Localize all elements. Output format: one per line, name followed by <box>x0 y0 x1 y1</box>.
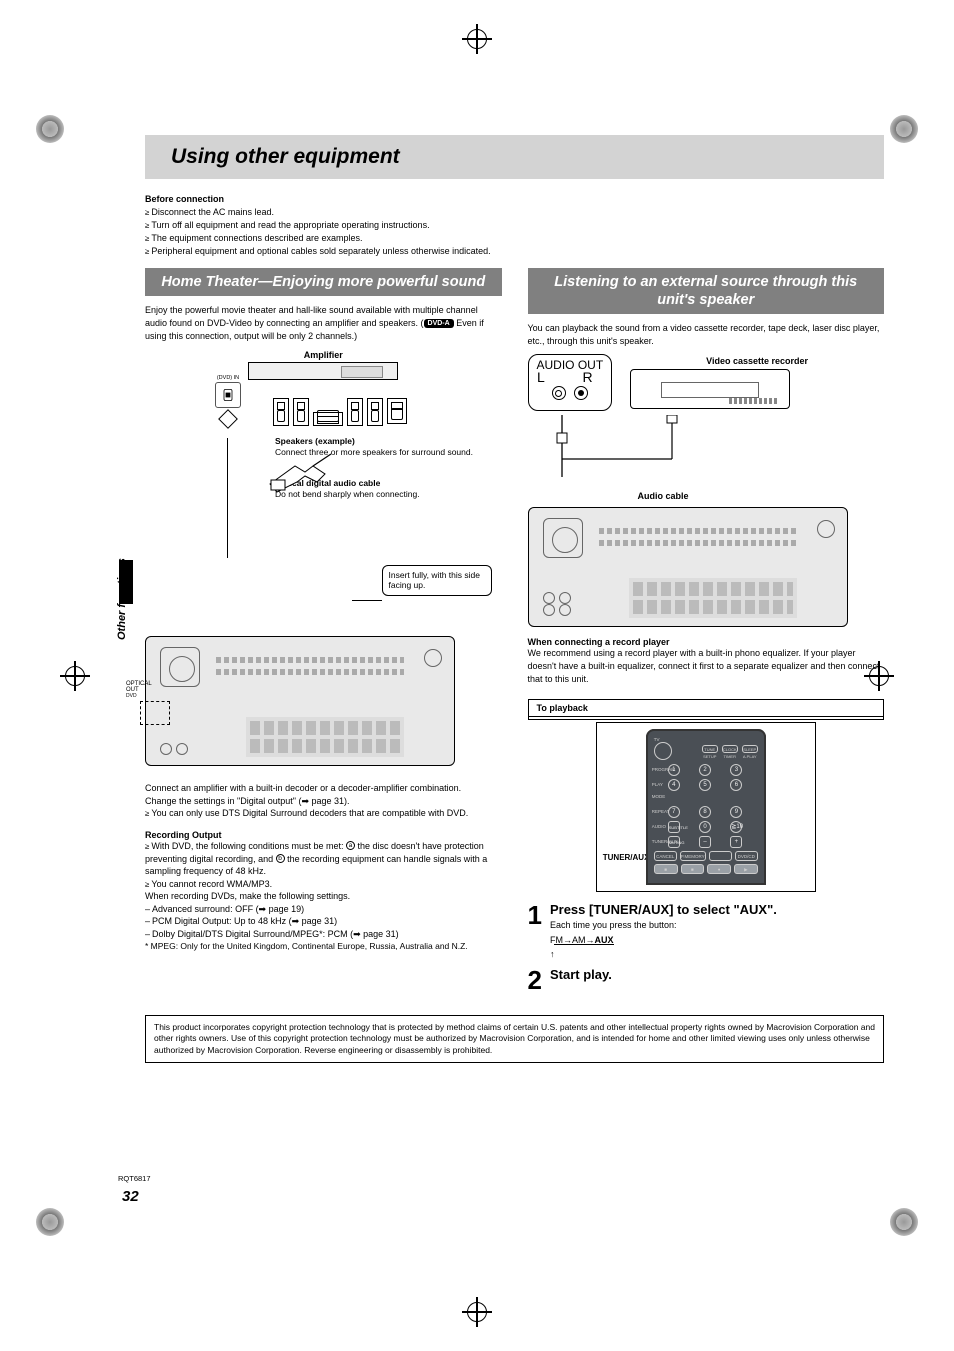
crop-cross-icon <box>60 661 90 691</box>
left-subhead: Home Theater—Enjoying more powerful soun… <box>145 268 502 296</box>
rec-dash: Dolby Digital/DTS Digital Surround/MPEG*… <box>145 928 502 941</box>
page-number: 32 <box>122 1188 139 1205</box>
unit-back-panel-icon <box>528 507 848 627</box>
optical-out-label: OPTICALOUTDVD <box>126 681 152 699</box>
multi-p2: Change the settings in "Digital output" … <box>145 795 502 808</box>
audio-out-box: AUDIO OUT L R <box>528 354 613 412</box>
lr-label: L R <box>537 370 604 385</box>
registration-mark-icon <box>890 1208 918 1236</box>
playback-box: To playback <box>528 699 885 720</box>
multi-bullet: You can only use DTS Digital Surround de… <box>145 807 502 820</box>
playback-steps: 1 Press [TUNER/AUX] to select "AUX". Eac… <box>528 902 885 993</box>
intro-item: Turn off all equipment and read the appr… <box>145 219 884 232</box>
tuner-aux-pointer-label: TUNER/AUX <box>603 853 650 862</box>
crop-cross-icon <box>462 24 492 54</box>
crop-cross-icon <box>462 1297 492 1327</box>
rec-note: * MPEG: Only for the United Kingdom, Con… <box>145 941 502 953</box>
speakers-icon <box>273 398 407 426</box>
page-title: Using other equipment <box>171 145 864 169</box>
page: Other functions RQT6817 32 Using other e… <box>0 0 954 1351</box>
step-1-title: Press [TUNER/AUX] to select "AUX". <box>550 902 777 917</box>
insert-callout: Insert fully, with this side facing up. <box>382 565 492 595</box>
left-column: Home Theater—Enjoying more powerful soun… <box>145 268 502 1001</box>
page-title-bar: Using other equipment <box>145 135 884 179</box>
copyright-notice: This product incorporates copyright prot… <box>145 1015 884 1063</box>
dvd-a-badge: DVD-A <box>424 319 454 329</box>
right-column: Listening to an external source through … <box>528 268 885 1001</box>
step-2: 2 Start play. <box>528 967 885 993</box>
audio-cable-run-icon <box>546 415 885 485</box>
record-player-text: We recommend using a record player with … <box>528 647 885 685</box>
step-1-note: Each time you press the button: <box>550 919 777 932</box>
recording-output-title: Recording Output <box>145 830 502 840</box>
to-playback-label: To playback <box>529 700 884 717</box>
registration-mark-icon <box>36 1208 64 1236</box>
multi-p1: Connect an amplifier with a built-in dec… <box>145 782 502 795</box>
optical-connector-icon <box>218 409 238 429</box>
dvd-in-port-icon: (DVD) IN <box>215 382 241 408</box>
crop-cross-icon <box>864 661 894 691</box>
remote-diagram: TUNER/AUX TV TUNE SETUP CLOCK TIMER SLEE… <box>596 722 816 892</box>
step-1: 1 Press [TUNER/AUX] to select "AUX". Eac… <box>528 902 885 959</box>
intro-item: The equipment connections described are … <box>145 232 884 245</box>
document-id: RQT6817 <box>118 1174 151 1183</box>
remote-body-icon: TV TUNE SETUP CLOCK TIMER SLEEP A.PLAY P… <box>646 729 766 885</box>
optical-plug-icon <box>265 444 335 494</box>
intro-block: Before connection Disconnect the AC main… <box>145 193 884 258</box>
power-button-icon <box>654 742 672 760</box>
section-label: Other functions <box>116 558 128 640</box>
audio-cable-label: Audio cable <box>638 491 885 501</box>
amplifier-icon <box>248 362 398 380</box>
record-player-title: When connecting a record player <box>528 637 885 647</box>
rca-jack-red-icon <box>574 386 588 400</box>
home-theater-diagram: Amplifier (DVD) IN Speakers ( <box>145 350 502 770</box>
amplifier-label: Amplifier <box>145 350 502 360</box>
right-intro: You can playback the sound from a video … <box>528 322 885 347</box>
step-2-title: Start play. <box>550 967 612 982</box>
vcr-icon <box>630 369 790 409</box>
connection-line-icon <box>227 438 228 558</box>
rca-jack-white-icon <box>552 386 566 400</box>
vcr-connection-diagram: AUDIO OUT L R Video cassette recorder <box>528 354 885 412</box>
registration-mark-icon <box>890 115 918 143</box>
intro-item: Peripheral equipment and optional cables… <box>145 245 884 258</box>
right-subhead: Listening to an external source through … <box>528 268 885 314</box>
intro-item: Disconnect the AC mains lead. <box>145 206 884 219</box>
left-intro: Enjoy the powerful movie theater and hal… <box>145 304 502 342</box>
step-1-seq: FM→AM→AUX ↑ <box>550 934 777 959</box>
rec-dash: PCM Digital Output: Up to 48 kHz (➡ page… <box>145 915 502 928</box>
rec-bullet: You cannot record WMA/MP3. <box>145 878 502 891</box>
callout-leader-icon <box>352 600 382 601</box>
rec-line: When recording DVDs, make the following … <box>145 890 502 903</box>
rec-bullet: With DVD, the following conditions must … <box>145 840 502 878</box>
vcr-label: Video cassette recorder <box>630 356 884 366</box>
content-columns: Home Theater—Enjoying more powerful soun… <box>145 268 884 1001</box>
rec-dash: Advanced surround: OFF (➡ page 19) <box>145 903 502 916</box>
registration-mark-icon <box>36 115 64 143</box>
intro-lead: Before connection <box>145 193 884 206</box>
unit-back-panel-icon: OPTICALOUTDVD <box>145 636 455 766</box>
